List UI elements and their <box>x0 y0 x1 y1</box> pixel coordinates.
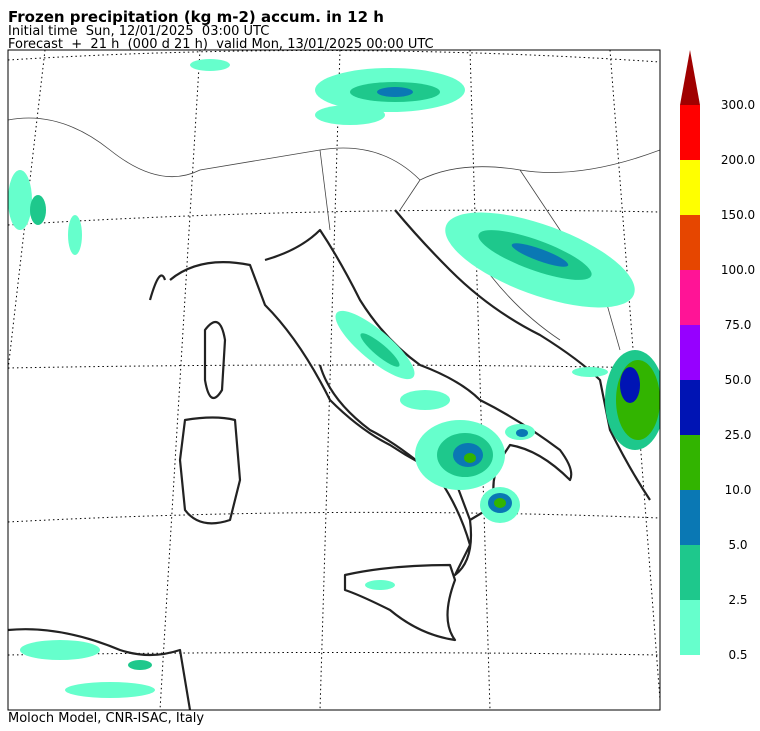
colorbar-label: 0.5 <box>728 648 747 662</box>
colorbar-swatch <box>680 435 700 490</box>
colorbar-swatch <box>680 160 700 215</box>
title: Frozen precipitation (kg m-2) accum. in … <box>8 8 384 26</box>
initial-time: Initial time Sun, 12/01/2025 03:00 UTC <box>8 24 269 39</box>
colorbar-label: 25.0 <box>725 428 752 442</box>
colorbar-label: 10.0 <box>725 483 752 497</box>
map <box>7 49 661 711</box>
colorbar-extend <box>680 50 700 105</box>
colorbar-swatch <box>680 490 700 545</box>
colorbar-swatch <box>680 600 700 655</box>
footer: Moloch Model, CNR-ISAC, Italy <box>8 711 204 726</box>
colorbar-swatch <box>680 545 700 600</box>
colorbar-label: 150.0 <box>721 208 755 222</box>
colorbar-label: 75.0 <box>725 318 752 332</box>
colorbar-swatch <box>680 270 700 325</box>
colorbar-label: 100.0 <box>721 263 755 277</box>
colorbar-label: 2.5 <box>728 593 747 607</box>
colorbar-label: 200.0 <box>721 153 755 167</box>
colorbar-swatch <box>680 325 700 380</box>
forecast-time: Forecast + 21 h (000 d 21 h) valid Mon, … <box>8 37 434 52</box>
colorbar-label: 300.0 <box>721 98 755 112</box>
colorbar-label: 50.0 <box>725 373 752 387</box>
precipitation <box>8 59 660 698</box>
colorbar-swatch <box>680 380 700 435</box>
colorbar-label: 5.0 <box>728 538 747 552</box>
colorbar-swatch <box>680 215 700 270</box>
colorbar-swatch <box>680 105 700 160</box>
colorbar: 0.5 2.5 5.0 10.0 25.0 50.0 75.0 100.0 150.0 200.0… <box>680 50 755 662</box>
